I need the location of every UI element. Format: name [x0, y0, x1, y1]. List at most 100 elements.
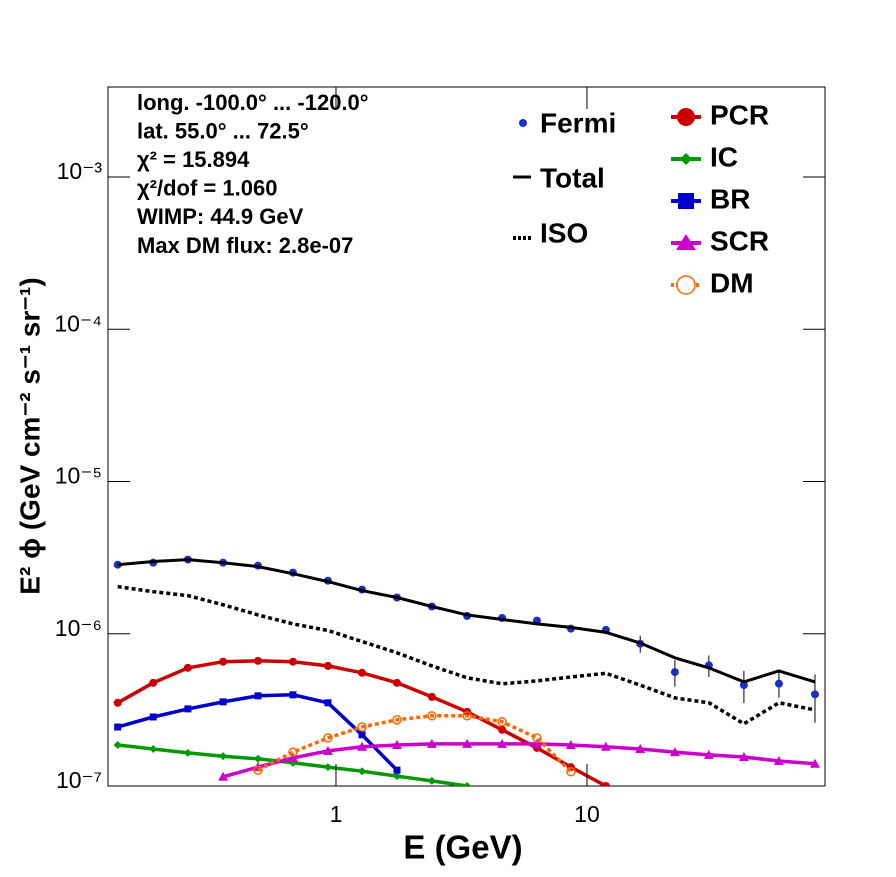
legend-symbol — [677, 108, 695, 126]
legend-symbol — [676, 275, 696, 295]
point — [149, 713, 157, 721]
y-tick-label: 10⁻⁴ — [54, 310, 102, 336]
legend-symbol — [519, 119, 527, 127]
point — [600, 741, 611, 751]
series-line — [117, 558, 816, 684]
point — [149, 678, 158, 687]
annotation: χ² = 15.894 — [137, 147, 250, 172]
x-tick-label: 1 — [330, 801, 343, 827]
point — [809, 758, 820, 768]
point — [254, 692, 262, 700]
point — [322, 745, 333, 755]
point — [392, 772, 401, 781]
point — [324, 699, 332, 707]
point — [358, 731, 366, 739]
point — [149, 744, 158, 753]
annotation: long. -100.0° ... -120.0° — [137, 90, 369, 115]
point — [810, 690, 819, 699]
y-tick-label: 10⁻⁶ — [55, 615, 102, 641]
point — [288, 657, 297, 666]
point — [287, 752, 298, 762]
annotation: lat. 55.0° ... 72.5° — [137, 118, 309, 143]
point — [391, 739, 402, 749]
legend-symbol — [680, 153, 692, 165]
point — [184, 705, 192, 713]
point — [738, 752, 749, 762]
legend-label: ISO — [540, 217, 588, 248]
legend-symbol — [678, 193, 694, 209]
point — [393, 766, 401, 774]
point — [113, 740, 122, 749]
annotation: χ²/dof = 1.060 — [137, 176, 277, 201]
y-tick-label: 10⁻³ — [57, 158, 103, 184]
point — [462, 738, 473, 748]
point — [253, 765, 263, 775]
x-tick-label: 10 — [574, 801, 600, 827]
point — [774, 679, 783, 688]
annotation: WIMP: 44.9 GeV — [137, 204, 304, 229]
y-tick-label: 10⁻⁷ — [56, 767, 102, 793]
point — [357, 741, 368, 751]
point — [323, 661, 332, 670]
point — [498, 725, 507, 734]
legend-symbol — [676, 234, 696, 250]
point — [113, 698, 122, 707]
legend-label: Total — [540, 162, 605, 193]
point — [635, 743, 646, 753]
legend-symbol — [677, 108, 695, 126]
point — [323, 763, 332, 772]
point — [463, 782, 472, 786]
point — [253, 754, 262, 763]
point — [219, 657, 228, 666]
legend-label: BR — [710, 183, 750, 214]
point — [114, 723, 122, 731]
point — [323, 733, 333, 743]
legend-symbol — [676, 234, 696, 250]
annotation: Max DM flux: 2.8e-07 — [137, 233, 353, 258]
series-line — [257, 714, 573, 774]
y-axis-title: E² ϕ (GeV cm⁻² s⁻¹ sr⁻¹) — [14, 277, 45, 594]
point — [427, 711, 437, 721]
x-axis-title: E (GeV) — [403, 829, 522, 866]
legend-label: IC — [710, 141, 738, 172]
point — [497, 738, 508, 748]
point — [253, 656, 262, 665]
point — [183, 748, 192, 757]
legend-label: DM — [710, 267, 754, 298]
point — [670, 668, 679, 677]
legend-symbol — [678, 193, 694, 209]
point — [358, 668, 367, 677]
point — [462, 711, 472, 721]
point — [289, 691, 297, 699]
point — [531, 738, 542, 748]
point — [426, 738, 437, 748]
point — [427, 776, 436, 785]
point — [532, 733, 542, 743]
point — [218, 771, 229, 781]
point — [183, 663, 192, 672]
point — [219, 698, 227, 706]
point — [703, 749, 714, 759]
point — [566, 767, 576, 777]
legend-label: SCR — [710, 225, 769, 256]
point — [392, 678, 401, 687]
legend-symbol — [676, 275, 696, 295]
plot-area — [113, 555, 820, 786]
point — [392, 715, 402, 725]
y-tick-label: 10⁻⁵ — [55, 463, 102, 489]
point — [358, 767, 367, 776]
point — [219, 752, 228, 761]
point — [565, 739, 576, 749]
legend-symbol — [680, 153, 692, 165]
series-line — [222, 742, 816, 779]
point — [427, 692, 436, 701]
point — [288, 747, 298, 757]
point — [669, 747, 680, 757]
series-line — [117, 584, 816, 726]
legend-label: PCR — [710, 99, 769, 130]
point — [773, 755, 784, 765]
legend-label: Fermi — [540, 107, 616, 138]
point — [497, 717, 507, 727]
